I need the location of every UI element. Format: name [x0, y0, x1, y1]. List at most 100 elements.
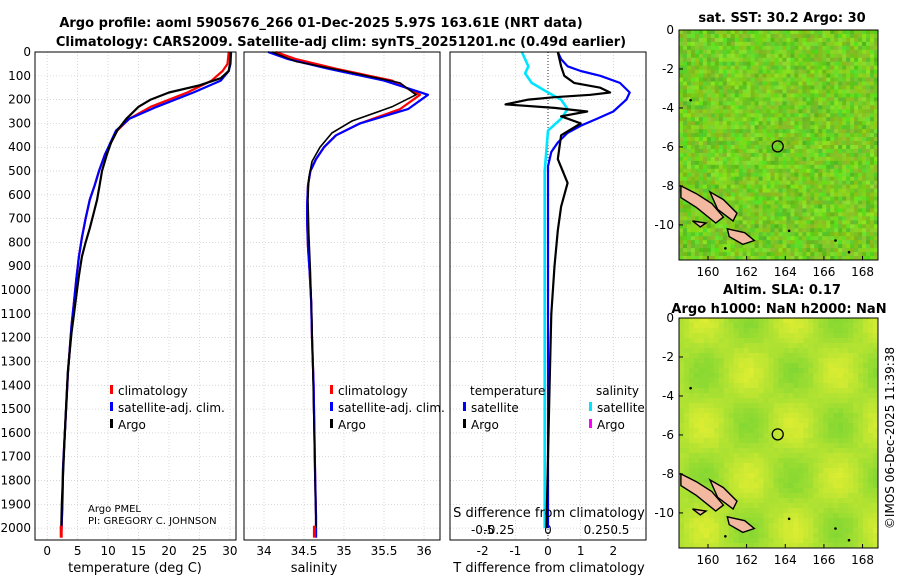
map-cell [862, 101, 867, 106]
legend-swatch [330, 419, 333, 428]
map-cell [848, 528, 854, 534]
map-cell [738, 368, 745, 374]
map-cell [746, 228, 752, 233]
map-cell [679, 77, 684, 82]
map-cell [782, 81, 787, 86]
map-cell [738, 252, 744, 257]
map-cell [834, 69, 839, 75]
map-cell [782, 188, 787, 193]
map-cell [838, 463, 844, 469]
map-cell [834, 216, 839, 221]
map-cell [718, 458, 725, 464]
map-cell [822, 172, 827, 178]
sst_map-xtick-label: 166 [812, 265, 835, 279]
map-cell [838, 433, 844, 439]
map-cell [766, 81, 771, 86]
map-cell [834, 232, 839, 237]
map-cell [806, 133, 811, 138]
depth-tick-label: 800 [8, 235, 31, 249]
map-cell [688, 348, 695, 354]
map-cell [774, 180, 779, 186]
map-cell [822, 192, 827, 197]
map-cell [714, 152, 720, 158]
map-cell [743, 493, 750, 499]
map-cell [850, 125, 855, 130]
map-cell [730, 160, 736, 166]
map-cell [726, 93, 732, 98]
map-cell [688, 503, 695, 509]
map-cell [693, 498, 700, 504]
map-cell [814, 113, 819, 118]
map-cell [854, 117, 859, 122]
map-cell [810, 216, 815, 221]
map-cell [782, 133, 787, 138]
map-cell [758, 137, 763, 142]
map-cell [713, 323, 720, 329]
map-cell [746, 69, 752, 75]
map-cell [802, 113, 807, 118]
map-cell [848, 423, 854, 429]
map-cell [706, 176, 712, 182]
map-cell [718, 45, 724, 51]
map-cell [830, 109, 835, 114]
map-cell [770, 85, 775, 90]
map-cell [778, 244, 783, 249]
map-cell [679, 228, 684, 233]
map-cell [688, 473, 695, 479]
map-cell [814, 73, 819, 78]
map-cell [798, 523, 804, 529]
map-cell [738, 30, 744, 35]
map-cell [690, 73, 696, 78]
map-cell [870, 172, 875, 178]
map-cell [726, 180, 732, 186]
map-cell [762, 228, 767, 233]
map-cell [850, 224, 855, 229]
map-cell [738, 160, 744, 166]
map-cell [679, 148, 684, 154]
map-cell [858, 433, 864, 439]
map-cell [766, 121, 771, 126]
map-cell [698, 228, 704, 233]
map-cell [714, 240, 720, 245]
map-cell [713, 423, 720, 429]
map-cell [783, 523, 789, 529]
map-cell [742, 196, 748, 201]
map-cell [742, 220, 748, 225]
map-cell [870, 33, 875, 39]
map-cell [858, 256, 863, 261]
map-cell [810, 244, 815, 249]
map-cell [734, 129, 740, 134]
map-cell [734, 105, 740, 110]
island-shape [708, 190, 738, 223]
map-cell [808, 453, 814, 459]
map-cell [846, 256, 851, 261]
map-cell [848, 363, 854, 369]
map-cell [838, 328, 844, 334]
map-cell [698, 408, 705, 414]
map-cell [750, 33, 756, 39]
map-cell [766, 113, 771, 118]
map-cell [793, 518, 799, 524]
map-cell [786, 184, 791, 190]
map-cell [790, 69, 795, 75]
map-cell [854, 164, 859, 170]
map-cell [693, 513, 700, 519]
map-cell [718, 85, 724, 90]
map-cell [866, 65, 871, 71]
map-cell [702, 73, 708, 78]
map-cell [858, 192, 863, 197]
map-cell [826, 57, 831, 63]
map-cell [726, 41, 732, 47]
map-cell [682, 69, 688, 75]
map-cell [714, 117, 720, 122]
map-cell [818, 418, 824, 424]
map-cell [713, 403, 720, 409]
map-cell [823, 498, 829, 504]
map-cell [846, 236, 851, 241]
map-cell [768, 368, 774, 374]
map-cell [793, 488, 799, 494]
map-cell [734, 184, 740, 190]
map-cell [842, 220, 847, 225]
map-cell [813, 508, 819, 514]
map-cell [746, 85, 752, 90]
